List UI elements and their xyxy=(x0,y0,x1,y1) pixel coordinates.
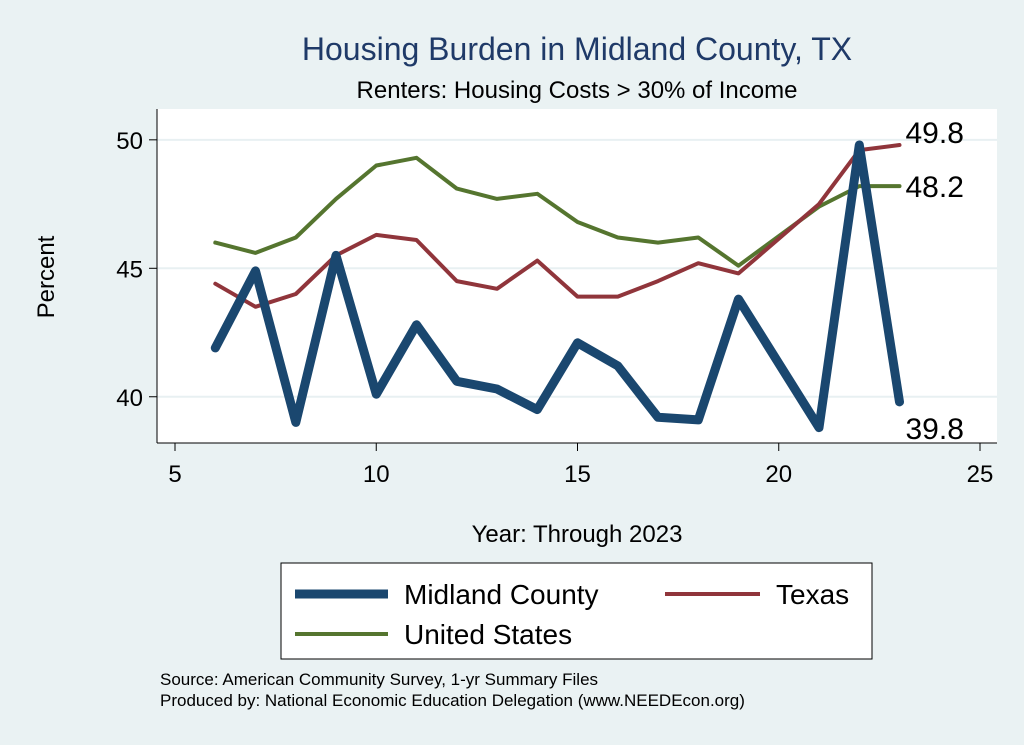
legend-label-midland-county: Midland County xyxy=(404,579,599,610)
x-tick-label: 15 xyxy=(564,461,591,488)
y-axis-label: Percent xyxy=(33,235,60,318)
legend-label-texas: Texas xyxy=(776,579,849,610)
legend xyxy=(280,562,873,660)
legend-label-united-states: United States xyxy=(404,619,572,650)
end-label-united-states: 48.2 xyxy=(906,171,964,204)
y-tick-label: 45 xyxy=(116,256,143,283)
x-tick-label: 20 xyxy=(765,461,792,488)
x-tick-label: 10 xyxy=(363,461,390,488)
source-line-2: Produced by: National Economic Education… xyxy=(160,691,745,710)
series-line-united-states xyxy=(213,155,902,268)
x-tick-label: 25 xyxy=(967,461,994,488)
end-label-midland-county: 39.8 xyxy=(906,413,964,446)
chart-subtitle: Renters: Housing Costs > 30% of Income xyxy=(357,77,798,104)
plot-area xyxy=(157,109,997,443)
series-line-texas xyxy=(213,143,902,309)
x-tick-label: 5 xyxy=(168,461,181,488)
source-line-1: Source: American Community Survey, 1-yr … xyxy=(160,670,598,689)
series-line-midland-county xyxy=(210,140,904,433)
end-label-texas: 49.8 xyxy=(906,117,964,150)
x-axis-label: Year: Through 2023 xyxy=(472,521,683,548)
y-tick-label: 40 xyxy=(116,385,143,412)
chart-title: Housing Burden in Midland County, TX xyxy=(302,31,852,67)
y-tick-label: 50 xyxy=(116,128,143,155)
